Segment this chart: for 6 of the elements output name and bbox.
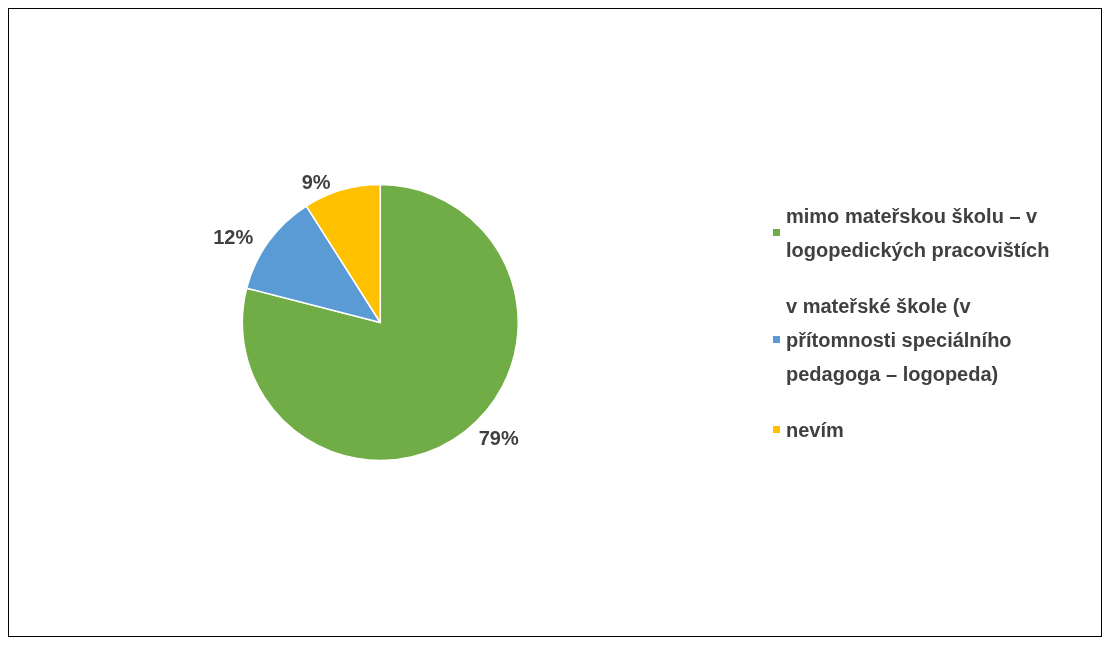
data-label: 9%: [301, 171, 331, 194]
legend-label: v mateřské škole (v přítomnosti speciálního pedagoga – logopeda): [786, 294, 1018, 385]
legend-label: mimo mateřskou školu – v logopedických pracovištích: [786, 204, 1050, 261]
data-label: 79%: [478, 426, 519, 449]
legend-label: nevím: [786, 418, 844, 441]
data-label: 12%: [213, 225, 254, 248]
